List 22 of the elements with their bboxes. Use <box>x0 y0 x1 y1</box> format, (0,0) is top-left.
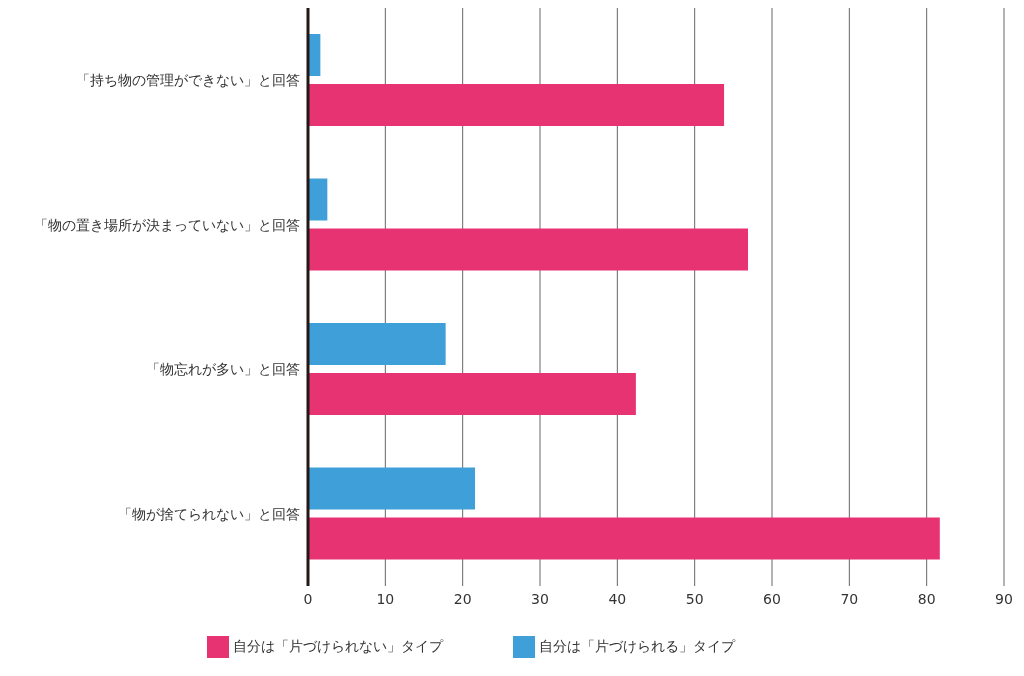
y-tick-label: 「物が捨てられない」と回答 <box>118 505 300 522</box>
x-tick-label: 90 <box>995 590 1013 607</box>
y-tick-label: 「物忘れが多い」と回答 <box>146 361 300 378</box>
bar <box>308 373 636 416</box>
y-tick-label: 「物の置き場所が決まっていない」と回答 <box>34 216 300 233</box>
x-tick-label: 60 <box>763 590 781 607</box>
bar <box>308 323 446 366</box>
x-tick-label: 40 <box>608 590 627 607</box>
x-tick-label: 20 <box>453 590 472 607</box>
bar <box>308 467 476 510</box>
x-tick-label: 0 <box>303 590 313 607</box>
bar <box>308 84 725 127</box>
bar <box>308 517 940 560</box>
x-tick-label: 10 <box>376 590 395 607</box>
x-tick-label: 70 <box>840 590 859 607</box>
y-tick-label: 「持ち物の管理ができない」と回答 <box>76 72 300 89</box>
x-tick-label: 80 <box>917 590 936 607</box>
x-tick-label: 50 <box>685 590 704 607</box>
legend-label: 自分は「片づけられない」タイプ <box>233 638 443 654</box>
bar <box>308 228 749 271</box>
legend-label: 自分は「片づけられる」タイプ <box>539 638 735 654</box>
x-tick-label: 30 <box>531 590 549 607</box>
